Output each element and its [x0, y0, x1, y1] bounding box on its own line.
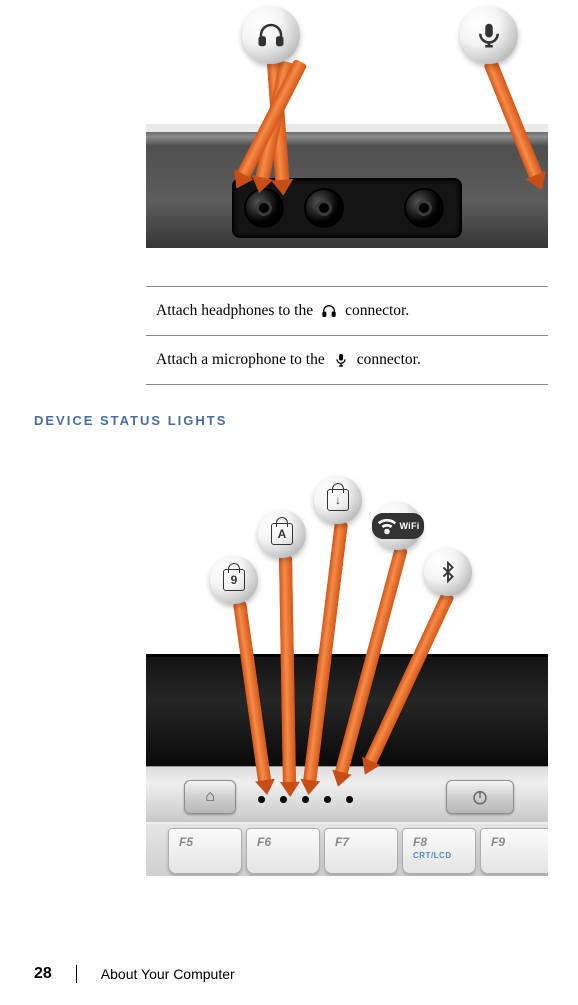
figure-status-lights: ⌂ F5 F6 F7 F8CRT/LCD F9 9 A ↓ WiF: [146, 446, 548, 876]
icon-label: WiFi: [399, 521, 419, 531]
wifi-icon: WiFi: [374, 502, 422, 550]
headphones-callout-icon: [242, 6, 300, 64]
page-footer: 28 About Your Computer: [34, 965, 235, 983]
figure-audio-connectors: [146, 0, 548, 248]
home-button: ⌂: [184, 780, 236, 814]
key-label: F8: [413, 835, 427, 849]
connector-table: Attach headphones to the connector. Atta…: [146, 286, 548, 385]
microphone-jack: [404, 188, 444, 228]
callout-arrow: [279, 556, 296, 784]
status-led: [302, 796, 309, 803]
key-f8: F8 CRT/LCD: [402, 828, 476, 874]
table-row: Attach a microphone to the connector.: [146, 336, 548, 384]
page-number: 28: [34, 965, 52, 983]
key-f7: F7: [324, 828, 398, 874]
status-led: [346, 796, 353, 803]
table-row: Attach headphones to the connector.: [146, 287, 548, 336]
key-sublabel: CRT/LCD: [413, 851, 475, 860]
home-icon: ⌂: [205, 788, 215, 806]
keyboard-row: F5 F6 F7 F8 CRT/LCD F9: [146, 822, 548, 876]
capslock-icon: A: [258, 510, 306, 558]
headphones-icon: [319, 301, 339, 321]
icon-label: ↓: [335, 493, 341, 507]
bluetooth-icon: [424, 548, 472, 596]
key-label: F5: [179, 835, 193, 849]
power-button: [446, 780, 514, 814]
row-text: Attach headphones to the: [156, 302, 313, 320]
icon-label: 9: [231, 573, 238, 587]
microphone-icon: [331, 350, 351, 370]
row-text: connector.: [345, 302, 409, 320]
microphone-callout-icon: [460, 6, 518, 64]
footer-divider: [76, 965, 77, 983]
key-f9: F9: [480, 828, 548, 874]
power-icon: [471, 788, 489, 806]
key-label: F7: [335, 835, 349, 849]
row-text: Attach a microphone to the: [156, 351, 325, 369]
numlock-icon: 9: [210, 556, 258, 604]
icon-label: A: [278, 527, 287, 541]
key-f6: F6: [246, 828, 320, 874]
status-led: [324, 796, 331, 803]
scrolllock-icon: ↓: [314, 476, 362, 524]
key-label: F9: [491, 835, 505, 849]
row-text: connector.: [357, 351, 421, 369]
key-label: F6: [257, 835, 271, 849]
status-led: [258, 796, 265, 803]
key-f5: F5: [168, 828, 242, 874]
section-heading: DEVICE STATUS LIGHTS: [34, 413, 544, 428]
chapter-title: About Your Computer: [101, 966, 235, 982]
headphone-jack-2: [304, 188, 344, 228]
